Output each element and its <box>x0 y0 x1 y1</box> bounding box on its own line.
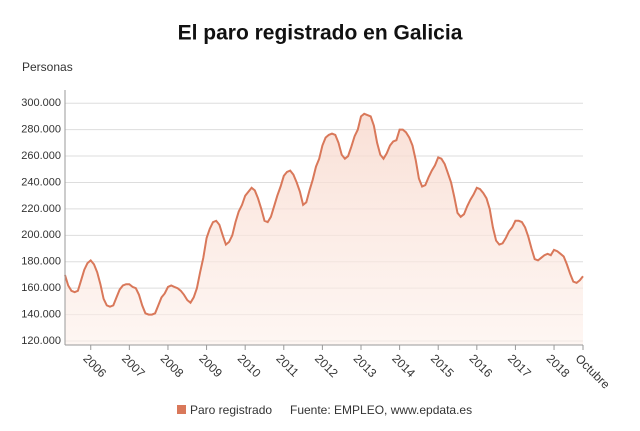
y-tick-label: 120.000 <box>21 335 61 347</box>
area <box>65 113 583 345</box>
x-tick-label: 2009 <box>196 351 225 380</box>
y-tick-label: 240.000 <box>21 176 61 188</box>
x-tick-label: 2007 <box>119 351 148 380</box>
x-tick-label: 2013 <box>351 351 380 380</box>
x-tick-label: 2008 <box>158 351 187 380</box>
y-axis-label: Personas <box>22 60 73 74</box>
y-tick-label: 300.000 <box>21 97 61 109</box>
x-tick-label: 2016 <box>466 351 495 380</box>
y-tick-label: 200.000 <box>21 229 61 241</box>
x-tick-label: 2017 <box>505 351 534 380</box>
x-tick-label: 2014 <box>389 351 418 380</box>
y-tick-label: 180.000 <box>21 256 61 268</box>
legend-swatch <box>177 405 186 414</box>
x-tick-label: 2006 <box>80 351 109 380</box>
y-tick-label: 220.000 <box>21 203 61 215</box>
x-tick-label: 2011 <box>273 351 301 379</box>
x-tick-label: 2015 <box>428 351 457 380</box>
x-tick-label: 2018 <box>544 351 573 380</box>
x-tick-label: 2010 <box>235 351 264 380</box>
y-tick-label: 260.000 <box>21 150 61 162</box>
chart-title: El paro registrado en Galicia <box>178 22 463 45</box>
legend-label: Paro registrado <box>190 403 272 417</box>
y-tick-label: 280.000 <box>21 124 61 136</box>
y-tick-label: 160.000 <box>21 282 61 294</box>
y-tick-label: 140.000 <box>21 309 61 321</box>
x-tick-label: Octubre <box>573 351 613 391</box>
source: Fuente: EMPLEO, www.epdata.es <box>290 403 472 417</box>
line <box>64 112 584 316</box>
x-tick-label: 2012 <box>312 351 341 380</box>
